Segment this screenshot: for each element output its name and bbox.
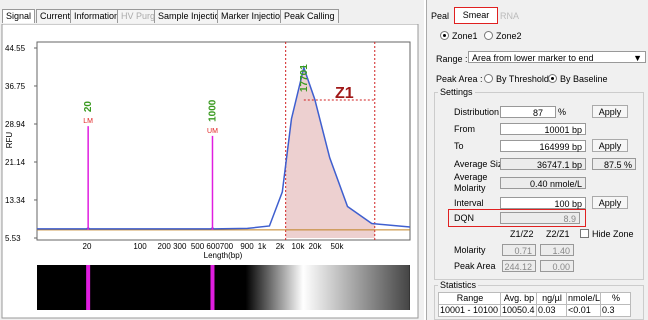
y-tick-label: 21.14: [5, 158, 26, 167]
y-tick-label: 28.94: [5, 120, 26, 129]
table-cell: <0.01: [566, 304, 601, 317]
label: Interval: [454, 198, 484, 208]
radio-label: Zone1: [452, 31, 478, 41]
x-tick-label: 50k: [331, 242, 345, 251]
y-tick-label: 44.55: [5, 44, 26, 53]
marker-size-label: 20: [83, 101, 94, 113]
radio[interactable]: By Baseline: [548, 74, 608, 84]
dropdown-value: Area from lower marker to end: [472, 53, 594, 63]
marker-tag: LM: [83, 118, 93, 125]
output: 87.5 %: [592, 158, 636, 170]
output: 0.00: [540, 260, 574, 272]
chart: 44.55 36.75 28.94 21.14 13.34 5.53 20 100 200 30…: [0, 24, 420, 320]
radio[interactable]: Zone2: [484, 31, 522, 41]
label: Peak Area: [454, 261, 496, 271]
x-tick-label: 200 300: [158, 242, 187, 251]
x-tick-label: 10k: [292, 242, 306, 251]
tab: RNA: [500, 11, 519, 21]
x-tick-label: 500 600700: [191, 242, 234, 251]
x-tick-label: 2k: [276, 242, 285, 251]
input[interactable]: 10001 bp: [500, 123, 586, 135]
x-axis-label: Length(bp): [204, 251, 243, 260]
input[interactable]: 164999 bp: [500, 140, 586, 152]
button[interactable]: Apply: [592, 196, 628, 209]
tab[interactable]: Peal: [431, 11, 449, 21]
tab[interactable]: Peak Calling: [280, 9, 339, 23]
output: 0.40 nmole/L: [500, 177, 586, 189]
label: Molarity: [454, 245, 486, 255]
y-tick-label: 5.53: [5, 234, 21, 243]
tab-active[interactable]: Smear: [454, 7, 498, 24]
table-cell: 0.03: [536, 304, 567, 317]
label: Average Molarity: [454, 172, 498, 194]
group-title: Statistics: [438, 280, 478, 290]
label: Peak Area :: [436, 74, 483, 84]
input[interactable]: 87: [500, 106, 556, 118]
label: DQN: [454, 213, 474, 223]
x-tick-label: 20k: [309, 242, 323, 251]
output: 8.9: [500, 212, 580, 224]
x-tick-label: 20: [83, 242, 92, 251]
peak-size-label: 17701: [299, 64, 310, 92]
radio-label: By Threshold: [496, 74, 549, 84]
tab[interactable]: Marker Injection: [217, 9, 289, 23]
gel-smear: [246, 265, 410, 310]
gel-band: [210, 265, 214, 310]
radio[interactable]: Zone1: [440, 31, 478, 41]
radio-label: By Baseline: [560, 74, 608, 84]
y-tick-label: 13.34: [5, 196, 26, 205]
label: Distribution: [454, 107, 499, 117]
column-header: Z1/Z2: [510, 229, 534, 239]
table-cell: 10050.4: [500, 304, 537, 317]
table-cell: 10001 - 10100: [438, 304, 501, 317]
x-tick-label: 100: [133, 242, 147, 251]
dropdown[interactable]: Area from lower marker to end▼: [468, 51, 646, 63]
zone-label: Z1: [335, 85, 354, 102]
checkbox-label: Hide Zone: [592, 229, 634, 239]
button[interactable]: Apply: [592, 139, 628, 152]
output: 244.12: [502, 260, 536, 272]
column-header: Z2/Z1: [546, 229, 570, 239]
unit: %: [558, 107, 566, 117]
marker-tag: UM: [207, 128, 218, 135]
label: To: [454, 141, 464, 151]
radio-label: Zone2: [496, 31, 522, 41]
x-tick-label: 900: [240, 242, 254, 251]
checkbox[interactable]: Hide Zone: [580, 229, 634, 239]
y-tick-label: 36.75: [5, 82, 26, 91]
x-tick-label: 1k: [258, 242, 267, 251]
tab[interactable]: Information: [70, 9, 123, 23]
output: 1.40: [540, 244, 574, 256]
label: From: [454, 124, 475, 134]
tab[interactable]: Signal: [2, 9, 35, 23]
y-axis-label: RFU: [5, 132, 14, 149]
tab[interactable]: Current: [36, 9, 74, 23]
gel-band: [86, 265, 90, 310]
output: 36747.1 bp: [500, 158, 586, 170]
label: Range :: [436, 54, 468, 64]
button[interactable]: Apply: [592, 105, 628, 118]
input[interactable]: 100 bp: [500, 197, 586, 209]
radio[interactable]: By Threshold: [484, 74, 549, 84]
table-cell: 0.3: [600, 304, 631, 317]
marker-size-label: 1000: [207, 99, 218, 122]
group-title: Settings: [438, 87, 475, 97]
output: 0.71: [502, 244, 536, 256]
app-window: Signal Current Information HV Purge Samp…: [0, 0, 648, 320]
